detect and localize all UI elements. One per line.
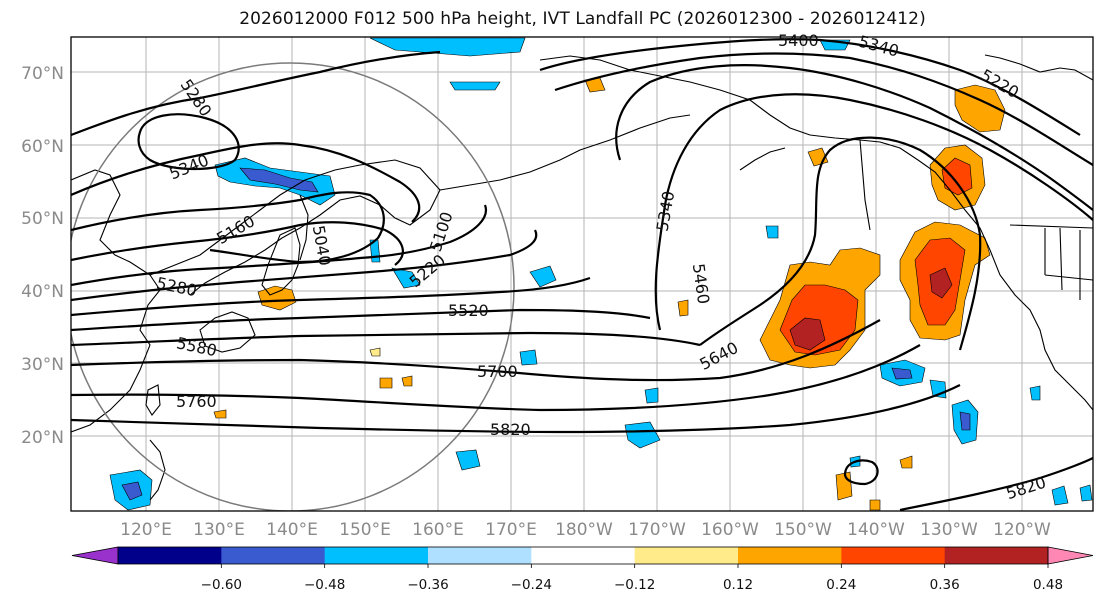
coastlines bbox=[71, 54, 1093, 501]
colorbar-segment bbox=[531, 547, 636, 564]
lon-label: 150°W bbox=[774, 520, 832, 540]
ivt-negative-shading bbox=[109, 37, 1093, 511]
height-contours bbox=[71, 38, 1093, 511]
colorbar-segment bbox=[324, 547, 429, 564]
colorbar-segment bbox=[944, 547, 1049, 564]
lon-label: 130°E bbox=[193, 520, 245, 540]
forecast-radius-circle bbox=[71, 62, 515, 511]
ivt-positive-shading bbox=[213, 77, 1006, 511]
colorbar-extend-low bbox=[71, 546, 119, 565]
contour-label: 5400 bbox=[778, 31, 819, 50]
colorbar-tick-label: −0.36 bbox=[407, 577, 448, 593]
colorbar-segment bbox=[841, 547, 946, 564]
longitude-labels: 120°E 130°E 140°E 150°E 160°E 170°E 180°W 170°W… bbox=[120, 520, 1051, 540]
colorbar-segment bbox=[634, 547, 739, 564]
map-title: 2026012000 F012 500 hPa height, IVT Land… bbox=[239, 9, 926, 29]
lon-label: 120°W bbox=[993, 520, 1051, 540]
colorbar-tick-label: 0.48 bbox=[1033, 577, 1063, 593]
contour-label: 5820 bbox=[490, 420, 531, 439]
map-frame bbox=[70, 36, 1094, 512]
colorbar-extend-high bbox=[1047, 546, 1094, 565]
lat-label-20n: 20°N bbox=[21, 428, 64, 448]
colorbar-tick-label: −0.12 bbox=[614, 577, 655, 593]
lat-label-70n: 70°N bbox=[21, 64, 64, 84]
contour-label: 5520 bbox=[448, 301, 489, 320]
colorbar-tick-label: −0.48 bbox=[304, 577, 345, 593]
colorbar-tick-label: 0.24 bbox=[826, 577, 856, 593]
contour-label: 5760 bbox=[176, 392, 217, 411]
lon-label: 140°E bbox=[266, 520, 318, 540]
lon-label: 160°W bbox=[701, 520, 759, 540]
colorbar-segment bbox=[221, 547, 326, 564]
colorbar-segment bbox=[428, 547, 532, 564]
lat-label-30n: 30°N bbox=[21, 355, 64, 375]
colorbar-segment bbox=[118, 547, 222, 564]
colorbar-segment bbox=[738, 547, 842, 564]
lon-label: 140°W bbox=[847, 520, 905, 540]
lat-label-40n: 40°N bbox=[21, 282, 64, 302]
lon-label: 180°W bbox=[555, 520, 613, 540]
colorbar-frame bbox=[117, 546, 1049, 565]
lon-label: 120°E bbox=[120, 520, 172, 540]
latitude-labels: 70°N 60°N 50°N 40°N 30°N 20°N bbox=[21, 64, 64, 448]
colorbar-tick-label: 0.12 bbox=[723, 577, 753, 593]
contour-label: 5700 bbox=[477, 362, 518, 381]
lat-label-60n: 60°N bbox=[21, 137, 64, 157]
lon-label: 160°E bbox=[412, 520, 464, 540]
colorbar-tick-label: −0.24 bbox=[511, 577, 552, 593]
lon-label: 150°E bbox=[339, 520, 391, 540]
lon-label: 170°W bbox=[628, 520, 686, 540]
colorbar-tick-label: 0.36 bbox=[930, 577, 960, 593]
lat-label-50n: 50°N bbox=[21, 209, 64, 229]
colorbar: −0.60 −0.48 −0.36 −0.24 −0.12 0.12 0.24 0.36 0.4… bbox=[71, 546, 1094, 593]
lon-label: 130°W bbox=[920, 520, 978, 540]
lon-label: 170°E bbox=[485, 520, 537, 540]
colorbar-tick-label: −0.60 bbox=[201, 577, 242, 593]
